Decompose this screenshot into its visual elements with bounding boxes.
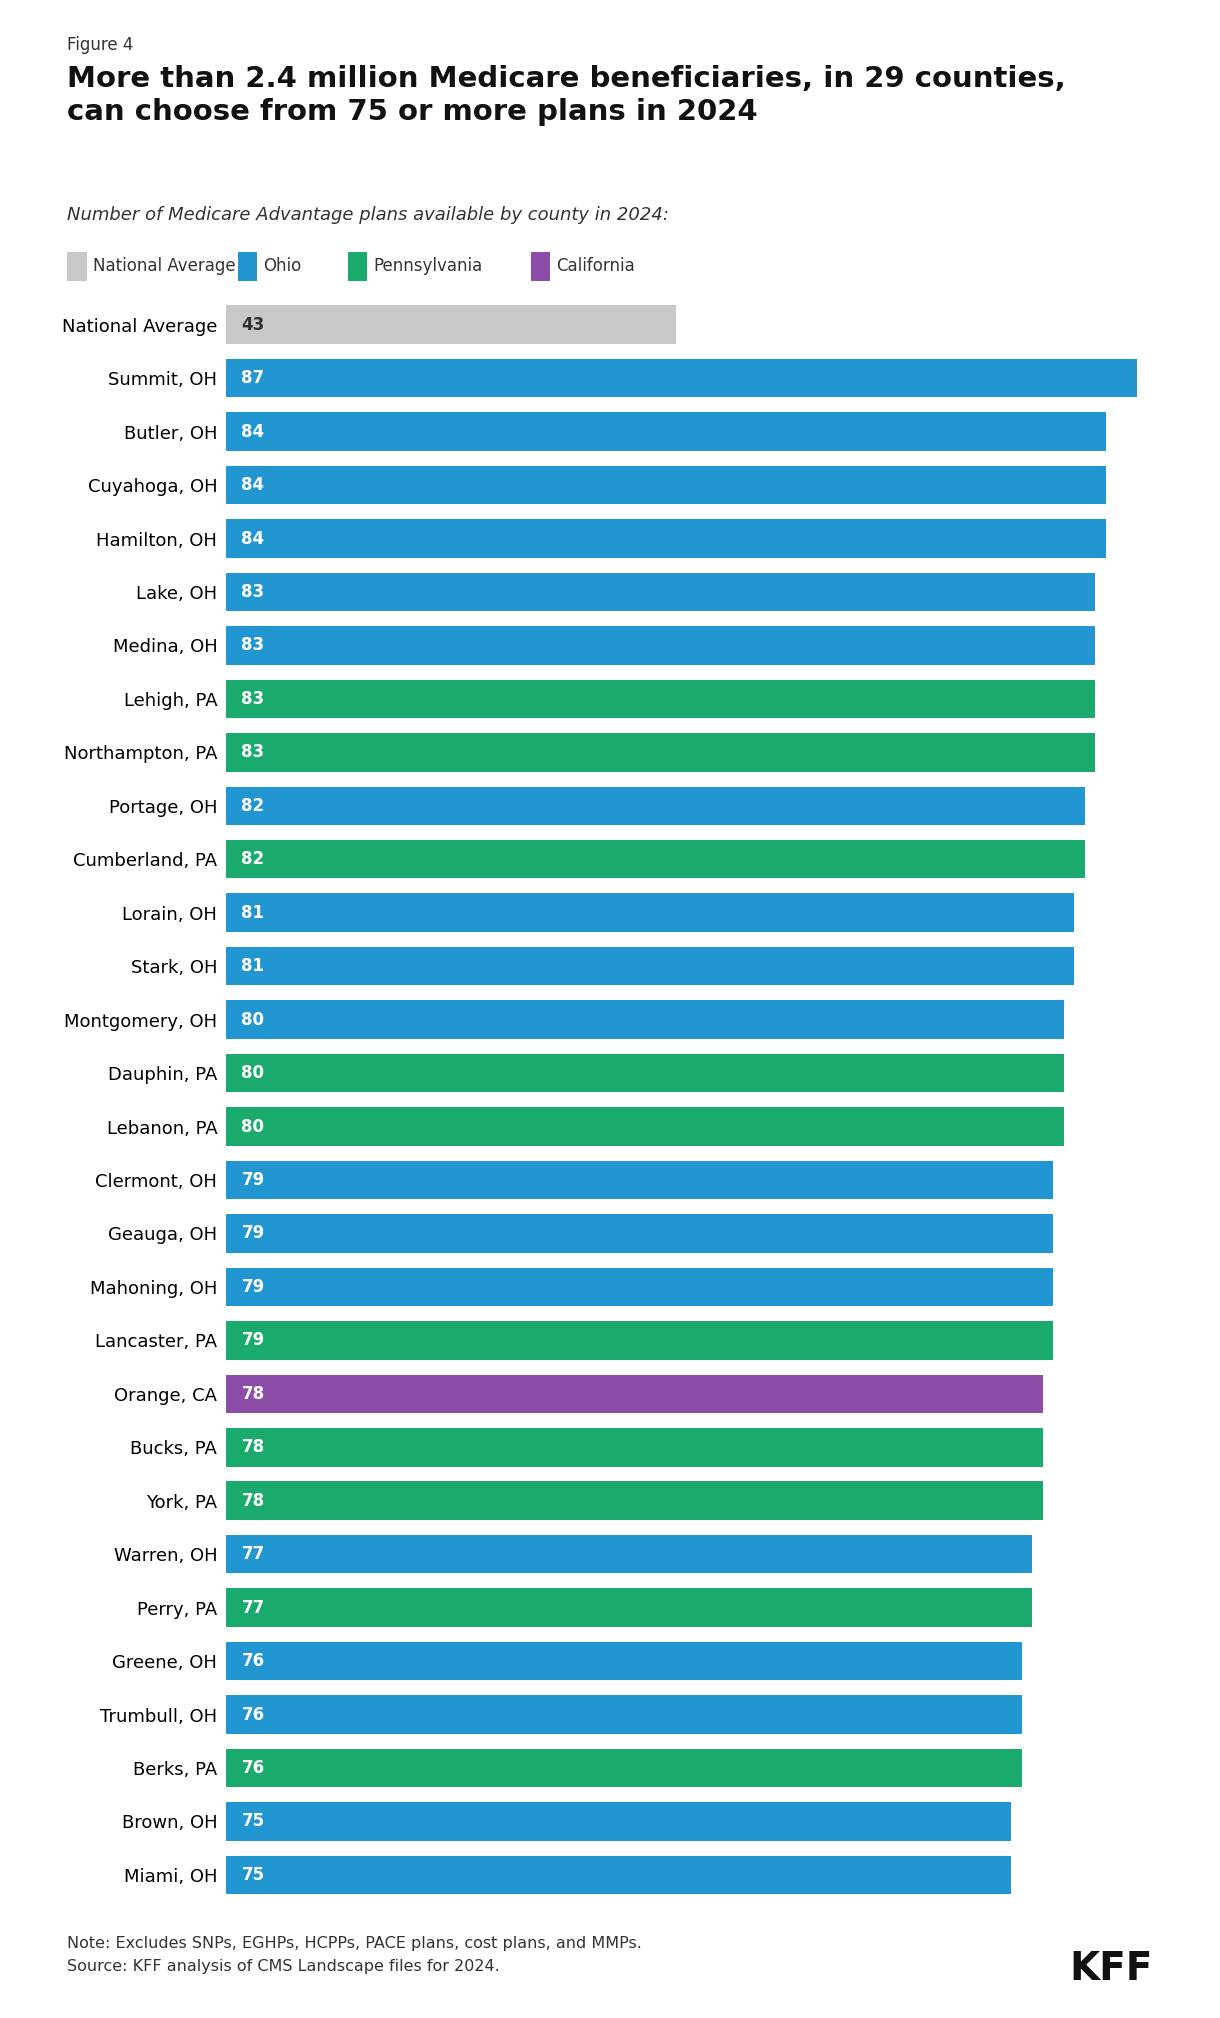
- Bar: [226, 359, 1137, 398]
- Text: 83: 83: [242, 583, 265, 601]
- Text: 75: 75: [242, 1867, 265, 1885]
- Text: 82: 82: [242, 850, 265, 868]
- Text: 83: 83: [242, 690, 265, 708]
- Bar: [226, 1802, 1011, 1840]
- Text: 79: 79: [242, 1225, 265, 1243]
- Bar: [226, 733, 1096, 771]
- Text: Number of Medicare Advantage plans available by county in 2024:: Number of Medicare Advantage plans avail…: [67, 206, 669, 224]
- Bar: [226, 1108, 1064, 1146]
- Bar: [226, 305, 676, 343]
- Text: 76: 76: [242, 1760, 265, 1778]
- Text: 84: 84: [242, 422, 265, 440]
- Bar: [226, 1857, 1011, 1895]
- Bar: [226, 1588, 1032, 1627]
- Text: 76: 76: [242, 1653, 265, 1671]
- Text: 79: 79: [242, 1170, 265, 1189]
- Text: 79: 79: [242, 1277, 265, 1296]
- Text: 43: 43: [242, 315, 265, 333]
- Bar: [226, 1429, 1043, 1467]
- Text: KFF: KFF: [1070, 1949, 1153, 1988]
- Bar: [226, 519, 1105, 557]
- Text: Note: Excludes SNPs, EGHPs, HCPPs, PACE plans, cost plans, and MMPs.: Note: Excludes SNPs, EGHPs, HCPPs, PACE …: [67, 1937, 642, 1951]
- Text: 77: 77: [242, 1598, 265, 1616]
- Text: 75: 75: [242, 1812, 265, 1830]
- Bar: [226, 894, 1075, 932]
- Bar: [226, 1053, 1064, 1092]
- Bar: [226, 1160, 1053, 1199]
- Bar: [226, 787, 1085, 825]
- Bar: [226, 946, 1075, 985]
- Text: Ohio: Ohio: [264, 258, 301, 274]
- Text: 79: 79: [242, 1332, 265, 1350]
- Text: 84: 84: [242, 529, 265, 547]
- Text: Figure 4: Figure 4: [67, 36, 133, 54]
- Text: 83: 83: [242, 743, 265, 761]
- Text: Pennsylvania: Pennsylvania: [373, 258, 483, 274]
- Bar: [226, 1001, 1064, 1039]
- Text: 77: 77: [242, 1546, 265, 1564]
- Text: 78: 78: [242, 1439, 265, 1457]
- Bar: [226, 1536, 1032, 1574]
- Text: 80: 80: [242, 1063, 265, 1082]
- Bar: [226, 573, 1096, 611]
- Text: 80: 80: [242, 1011, 265, 1029]
- Bar: [226, 1695, 1022, 1733]
- Bar: [226, 466, 1105, 504]
- Text: California: California: [556, 258, 636, 274]
- Text: 87: 87: [242, 369, 265, 387]
- Bar: [226, 1267, 1053, 1306]
- Text: 82: 82: [242, 797, 265, 815]
- Text: Source: KFF analysis of CMS Landscape files for 2024.: Source: KFF analysis of CMS Landscape fi…: [67, 1959, 500, 1974]
- Text: 76: 76: [242, 1705, 265, 1723]
- Text: 83: 83: [242, 636, 265, 654]
- Bar: [226, 1215, 1053, 1253]
- Text: 78: 78: [242, 1491, 265, 1509]
- Bar: [226, 626, 1096, 664]
- Text: 81: 81: [242, 957, 265, 975]
- Text: 84: 84: [242, 476, 265, 494]
- Text: 80: 80: [242, 1118, 265, 1136]
- Text: More than 2.4 million Medicare beneficiaries, in 29 counties,
can choose from 75: More than 2.4 million Medicare beneficia…: [67, 65, 1066, 125]
- Bar: [226, 1643, 1022, 1681]
- Bar: [226, 1322, 1053, 1360]
- Text: 78: 78: [242, 1384, 265, 1403]
- Bar: [226, 412, 1105, 450]
- Bar: [226, 1374, 1043, 1413]
- Text: 81: 81: [242, 904, 265, 922]
- Bar: [226, 1750, 1022, 1788]
- Bar: [226, 839, 1085, 878]
- Text: National Average: National Average: [93, 258, 235, 274]
- Bar: [226, 680, 1096, 718]
- Bar: [226, 1481, 1043, 1520]
